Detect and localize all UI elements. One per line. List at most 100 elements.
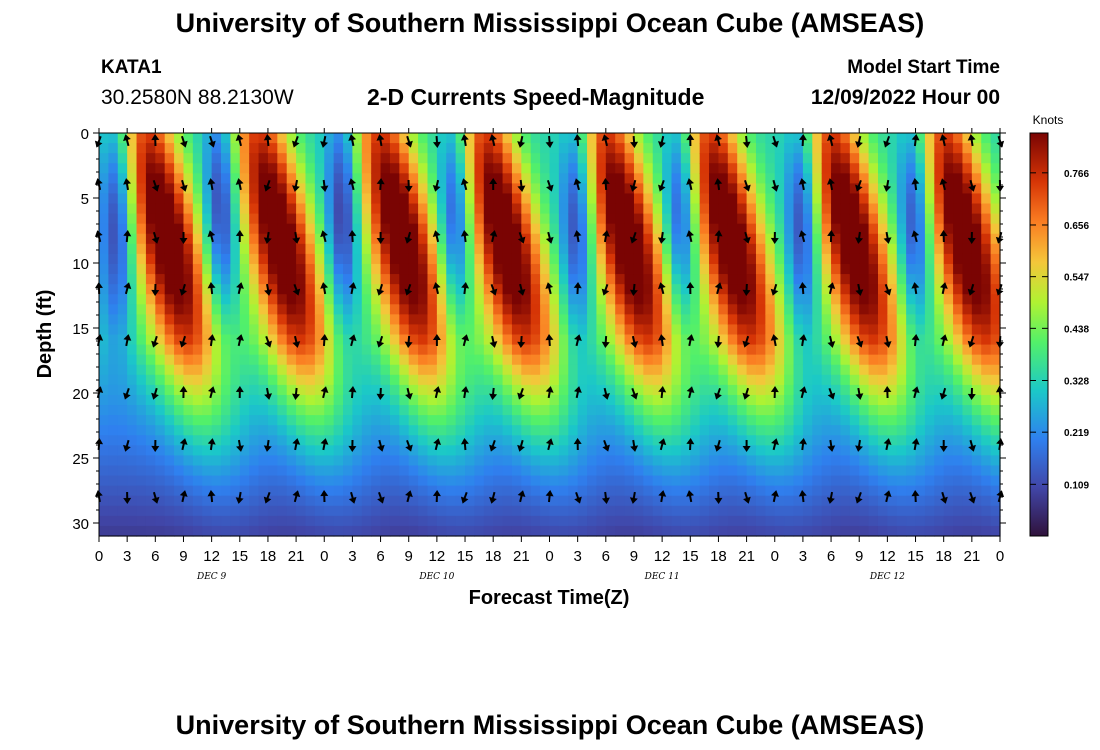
heatmap-cell [343, 435, 354, 446]
heatmap-cell [652, 193, 663, 205]
heatmap-cell [765, 193, 776, 205]
heatmap-cell [868, 415, 879, 426]
heatmap-cell [718, 525, 729, 537]
heatmap-cell [164, 324, 175, 336]
heatmap-cell [389, 304, 400, 315]
heatmap-cell [427, 394, 438, 406]
heatmap-cell [530, 525, 541, 537]
heatmap-cell [943, 213, 954, 225]
heatmap-cell [164, 425, 175, 436]
heatmap-cell [465, 505, 476, 517]
heatmap-cell [117, 223, 128, 235]
heatmap-cell [774, 223, 785, 235]
heatmap-cell [192, 314, 203, 326]
heatmap-cell [483, 284, 494, 295]
heatmap-cell [821, 163, 832, 174]
heatmap-cell [361, 435, 372, 446]
heatmap-cell [943, 425, 954, 436]
heatmap-cell [596, 163, 607, 174]
heatmap-cell [605, 314, 616, 326]
heatmap-cell [408, 203, 419, 215]
heatmap-cell [671, 294, 682, 305]
heatmap-cell [680, 304, 691, 315]
heatmap-cell [127, 525, 138, 537]
heatmap-cell [277, 314, 288, 326]
heatmap-cell [174, 455, 185, 467]
heatmap-cell [793, 324, 804, 336]
heatmap-cell [737, 284, 748, 295]
heatmap-cell [906, 485, 917, 497]
heatmap-cell [765, 485, 776, 497]
heatmap-cell [802, 344, 813, 356]
heatmap-cell [371, 284, 382, 295]
heatmap-cell [455, 193, 466, 205]
heatmap-cell [934, 475, 945, 487]
heatmap-cell [718, 274, 729, 285]
heatmap-cell [296, 415, 307, 426]
heatmap-cell [624, 253, 635, 265]
heatmap-cell [971, 475, 982, 487]
heatmap-cell [587, 304, 598, 315]
heatmap-cell [418, 334, 429, 346]
heatmap-cell [643, 133, 654, 144]
heatmap-cell [221, 374, 231, 386]
heatmap-cell [990, 153, 1001, 164]
heatmap-cell [831, 505, 842, 517]
heatmap-cell [849, 435, 860, 446]
heatmap-cell [136, 364, 147, 376]
heatmap-cell [868, 304, 879, 315]
heatmap-cell [840, 263, 851, 275]
current-arrow [742, 440, 751, 452]
heatmap-cell [624, 505, 635, 517]
heatmap-cell [127, 243, 138, 255]
heatmap-cell [530, 455, 541, 467]
heatmap-cell [690, 384, 701, 396]
heatmap-cell [483, 143, 494, 154]
heatmap-cell [812, 263, 823, 275]
heatmap-cell [380, 143, 391, 154]
heatmap-cell [258, 475, 269, 487]
heatmap-cell [587, 415, 598, 426]
heatmap-cell [877, 425, 888, 436]
current-arrow [714, 439, 722, 452]
heatmap-cell [849, 284, 860, 295]
heatmap-cell [962, 253, 973, 265]
heatmap-cell [680, 263, 691, 275]
heatmap-cell [568, 284, 579, 295]
heatmap-cell [127, 455, 138, 467]
heatmap-cell [868, 284, 879, 295]
heatmap-cell [840, 475, 851, 487]
heatmap-cell [174, 495, 185, 507]
heatmap-cell [249, 143, 260, 154]
heatmap-cell [671, 364, 682, 376]
heatmap-cell [868, 133, 879, 144]
heatmap-cell [624, 465, 635, 477]
heatmap-cell [502, 133, 513, 144]
x-tick-label: 3 [573, 548, 581, 565]
heatmap-cell [568, 143, 579, 154]
heatmap-cell [793, 253, 804, 265]
heatmap-cell [239, 394, 250, 406]
heatmap-cell [633, 294, 644, 305]
heatmap-cell [887, 274, 898, 285]
heatmap-cell [981, 294, 992, 305]
heatmap-cell [183, 425, 194, 436]
current-arrow [968, 491, 976, 504]
heatmap-cell [868, 163, 879, 174]
heatmap-cell [99, 415, 109, 426]
heatmap-cell [352, 465, 363, 477]
heatmap-cell [202, 505, 213, 517]
heatmap-cell [99, 233, 109, 245]
heatmap-cell [737, 294, 748, 305]
heatmap-cell [343, 324, 354, 336]
heatmap-cell [680, 485, 691, 497]
heatmap-cell [774, 133, 785, 144]
heatmap-cell [267, 324, 278, 336]
heatmap-cell [784, 183, 795, 195]
heatmap-cell [831, 364, 842, 376]
heatmap-cell [324, 304, 335, 315]
heatmap-cell [164, 374, 175, 386]
current-arrow [940, 334, 948, 347]
heatmap-cell [455, 133, 466, 144]
heatmap-cell [718, 374, 729, 386]
